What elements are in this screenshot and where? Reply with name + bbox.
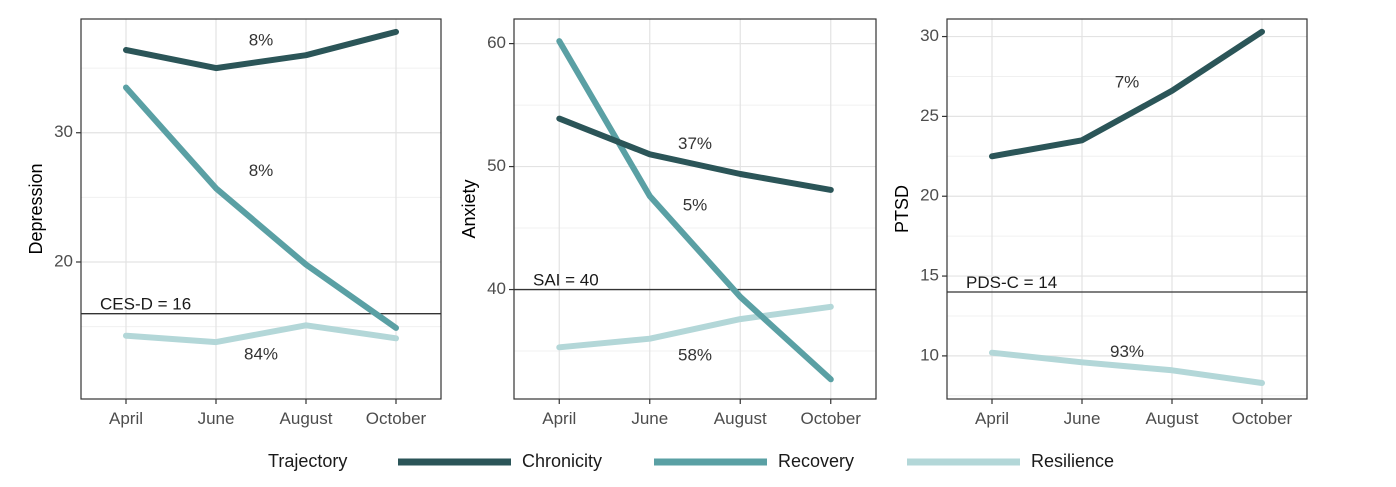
legend-label-chronicity: Chronicity [522,451,602,471]
series-line-resilience [989,349,1265,386]
series-line-chronicity [123,28,399,72]
panel-depression: CES-D = 16 8% 8% 84% 20 30 April June August Octo… [26,18,442,428]
series-line-recovery [123,84,399,331]
legend-item-recovery: Recovery [654,451,854,471]
series-label-resilience: 58% [678,345,712,364]
plot-background [514,19,876,399]
x-tick-label: June [631,409,668,428]
y-tick-label: 40 [487,279,506,298]
y-tick-label: 30 [54,122,73,141]
y-axis-title: Anxiety [459,179,479,238]
x-tick-label: August [280,409,333,428]
panel-ptsd: PDS-C = 14 7% 93% 10 15 20 25 30 April June August… [892,18,1308,428]
x-tick-label: June [198,409,235,428]
y-tick-label: 60 [487,33,506,52]
series-line-chronicity [556,115,834,193]
legend-label-resilience: Resilience [1031,451,1114,471]
reference-label: SAI = 40 [533,271,599,290]
x-tick-label: April [109,409,143,428]
series-label-chronicity: 8% [249,30,274,49]
y-axis-title: Depression [26,163,46,254]
series-label-chronicity: 37% [678,134,712,153]
legend-title: Trajectory [268,451,347,471]
series-label-recovery: 8% [249,161,274,180]
x-tick-label: June [1064,409,1101,428]
series-line-chronicity [989,28,1265,160]
y-tick-label: 50 [487,156,506,175]
series-label-recovery: 5% [683,195,708,214]
plot-background [81,19,441,399]
x-tick-label: April [975,409,1009,428]
y-tick-label: 15 [920,266,939,285]
x-tick-label: August [714,409,767,428]
x-tick-label: August [1146,409,1199,428]
series-line-resilience [123,322,399,346]
legend-label-recovery: Recovery [778,451,854,471]
plot-background [947,19,1307,399]
reference-label: PDS-C = 14 [966,273,1057,292]
panel-border [80,18,442,400]
series-label-resilience: 84% [244,345,278,364]
series-line-recovery [556,38,834,383]
legend-item-resilience: Resilience [907,451,1114,471]
y-tick-label: 10 [920,345,939,364]
series-label-chronicity: 7% [1115,72,1140,91]
legend: Trajectory Chronicity Recovery Resilience [268,451,1114,471]
y-tick-label: 25 [920,106,939,125]
y-tick-label: 20 [54,251,73,270]
series-label-resilience: 93% [1110,342,1144,361]
legend-item-chronicity: Chronicity [398,451,602,471]
panel-border [513,18,877,400]
y-tick-label: 30 [920,26,939,45]
x-tick-label: October [1232,409,1293,428]
x-tick-label: October [366,409,427,428]
reference-label: CES-D = 16 [100,295,191,314]
panels: CES-D = 16 8% 8% 84% 20 30 April June August Octo… [26,18,1308,428]
x-tick-label: October [801,409,862,428]
y-tick-label: 20 [920,186,939,205]
x-tick-label: April [542,409,576,428]
panel-border [946,18,1308,400]
y-axis-title: PTSD [892,185,912,233]
panel-anxiety: SAI = 40 37% 5% 58% 40 50 60 April June August Oct… [459,18,877,428]
series-line-resilience [556,303,834,351]
